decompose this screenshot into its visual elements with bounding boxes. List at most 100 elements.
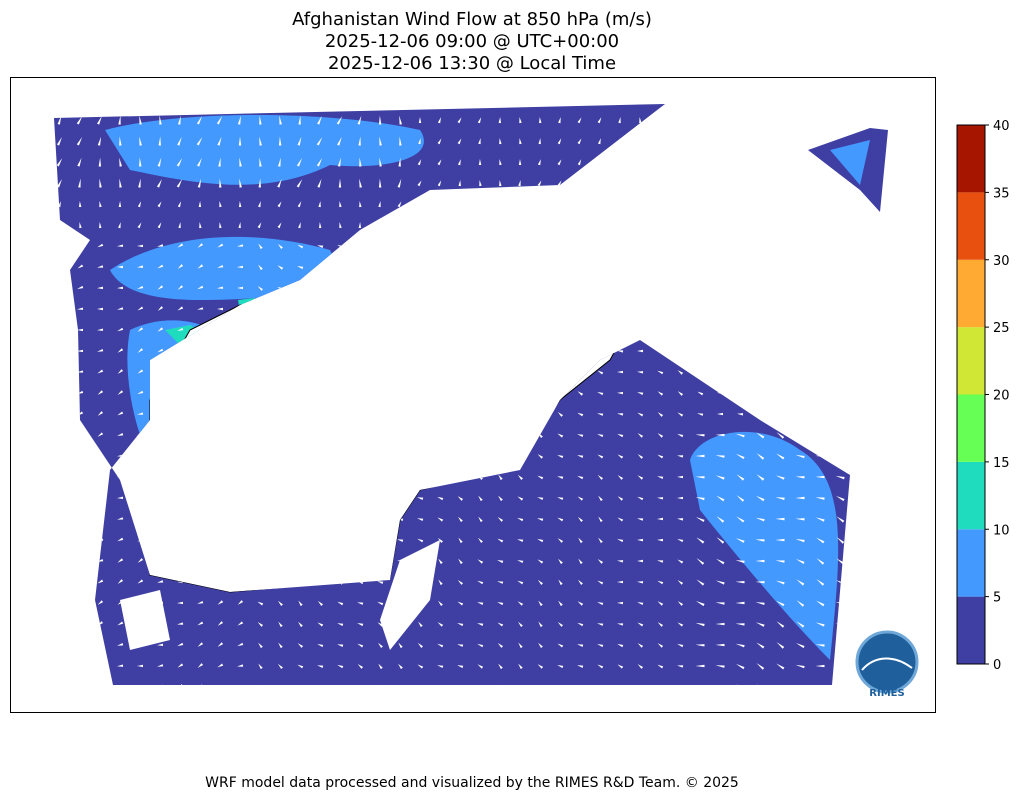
wind-arrow [217,264,224,268]
wind-arrow [297,538,304,543]
wind-arrow [657,307,664,311]
wind-arrow [338,327,343,334]
wind-arrow [598,285,603,292]
wind-arrow [57,264,64,269]
wind-arrow [298,579,303,586]
wind-arrow [558,558,563,565]
wind-arrow [457,622,464,627]
wind-arrow [695,517,705,523]
wind-arrow [417,287,424,290]
wind-arrow [677,180,682,187]
wind-arrow [697,413,704,416]
wind-arrow [217,286,224,289]
wind-arrow [418,138,421,145]
wind-arrow [217,243,224,248]
wind-arrow [458,306,463,313]
wind-arrow [79,222,82,229]
wind-arrow [237,244,244,247]
wind-arrow [498,264,503,271]
wind-arrow [557,621,564,627]
wind-arrow [177,642,184,647]
wind-arrow [98,157,102,167]
wind-arrow [597,454,604,459]
wind-arrow [77,307,84,310]
colorbar-segment [957,327,985,395]
colorbar-segment [957,125,985,193]
wind-arrow [177,349,184,352]
wind-arrow [279,115,282,125]
wind-arrow [197,495,204,500]
wind-arrow [398,432,403,439]
wind-arrow [817,287,824,290]
wind-arrow [817,412,824,417]
wind-arrow [237,115,241,125]
wind-arrow [537,201,542,208]
wind-arrow [217,600,224,605]
wind-arrow [558,600,563,607]
wind-arrow [359,201,362,208]
wind-arrow [77,328,84,332]
wind-arrow [397,539,404,542]
wind-arrow [577,286,584,291]
wind-arrow [359,178,362,188]
wind-arrow [657,433,664,438]
wind-arrow [715,622,725,626]
wind-arrow [538,621,543,628]
wind-arrow [837,392,844,395]
wind-arrow [457,412,464,417]
wind-arrow [477,454,484,459]
wind-arrow [599,222,602,229]
wind-arrow [758,180,762,187]
wind-arrow [835,665,845,668]
wind-arrow [735,560,745,564]
wind-arrow [757,370,764,374]
wind-arrow [599,201,602,208]
wind-arrow [157,495,164,500]
wind-arrow [217,517,224,521]
wind-arrow [76,116,83,125]
wind-arrow [637,412,644,417]
wind-arrow [457,496,464,501]
wind-arrow [777,180,782,187]
wind-arrow [357,349,364,354]
wind-arrow [377,517,384,522]
speed-5-10 [105,115,424,185]
wind-arrow [217,349,224,352]
wind-arrow [497,328,504,333]
wind-arrow [297,517,304,522]
wind-arrow [657,370,664,375]
wind-arrow [558,579,563,586]
wind-arrow [617,329,624,333]
wind-arrow [117,579,124,584]
wind-arrow [97,685,103,688]
wind-arrow [715,433,725,437]
wind-arrow [577,516,583,522]
wind-arrow [677,412,684,417]
wind-arrow [57,495,64,500]
wind-arrow [278,432,283,439]
wind-arrow [137,664,144,668]
title-line: 2025-12-06 09:00 @ UTC+00:00 [325,31,619,52]
wind-arrow [717,138,722,145]
wind-arrow [795,685,804,688]
wind-arrow [139,136,142,146]
wind-arrow [57,538,64,541]
wind-arrow [157,454,164,457]
wind-arrow [557,138,562,145]
wind-arrow [837,328,844,333]
wind-arrow [397,286,404,291]
wind-arrow [357,327,364,333]
wind-arrow [258,264,263,271]
wind-arrow [117,348,124,353]
logo-text: RIMES [869,688,904,699]
wind-arrow [835,475,845,480]
wind-arrow [378,474,383,481]
wind-arrow [517,329,524,332]
wind-arrow [837,370,844,375]
wind-arrow [795,518,805,521]
wind-arrow [538,642,543,649]
wind-arrow [557,411,564,417]
wind-arrow [735,601,745,605]
wind-arrow [617,580,624,584]
